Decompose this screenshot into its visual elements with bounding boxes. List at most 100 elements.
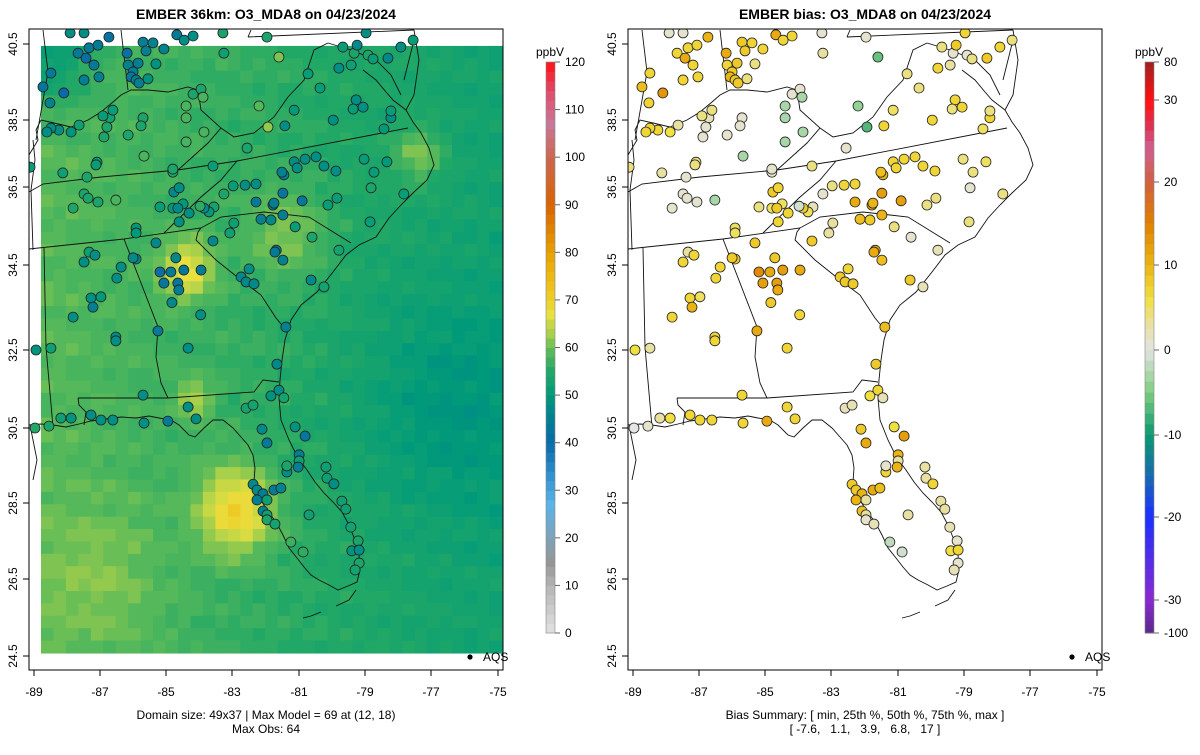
obs-site-marker <box>180 136 192 148</box>
grid-cell <box>489 615 503 629</box>
grid-cell <box>414 417 428 431</box>
grid-cell <box>290 268 304 282</box>
grid-cell <box>427 590 441 604</box>
bias-site-marker <box>898 430 910 442</box>
grid-cell <box>452 219 466 233</box>
obs-site-marker <box>173 182 185 194</box>
grid-cell <box>53 491 67 505</box>
grid-cell <box>240 368 254 381</box>
obs-site-marker <box>103 31 115 43</box>
grid-cell <box>178 244 192 258</box>
grid-cell <box>464 553 478 567</box>
grid-cell <box>90 120 104 134</box>
grid-cell <box>190 182 204 196</box>
grid-cell <box>277 578 291 592</box>
grid-cell <box>339 380 354 394</box>
grid-cell <box>452 95 466 109</box>
grid-cell <box>377 380 391 394</box>
grid-cell <box>78 330 92 344</box>
grid-cell <box>352 120 366 134</box>
grid-cell <box>315 120 329 134</box>
grid-cell <box>128 330 142 344</box>
bias-site-marker <box>726 252 738 264</box>
grid-cell <box>78 529 92 543</box>
grid-cell <box>190 244 204 258</box>
grid-cell <box>190 45 204 59</box>
grid-cell <box>140 467 154 481</box>
grid-cell <box>414 157 428 171</box>
grid-cell <box>327 306 341 320</box>
grid-cell <box>352 615 366 629</box>
obs-site-marker <box>122 129 134 141</box>
grid-cell <box>240 132 254 146</box>
obs-site-marker <box>345 521 357 533</box>
obs-site-marker <box>64 29 76 39</box>
grid-cell <box>165 566 179 580</box>
grid-cell <box>90 380 104 394</box>
grid-cell <box>190 330 204 344</box>
bias-site-marker <box>684 409 696 421</box>
grid-cell <box>40 281 55 295</box>
obs-site-marker <box>158 43 170 55</box>
colorbar-segment <box>1145 413 1154 425</box>
grid-cell <box>464 628 478 642</box>
grid-cell <box>389 355 403 369</box>
obs-site-marker <box>269 246 281 258</box>
colorbar-segment <box>546 223 555 234</box>
grid-cell <box>215 132 229 146</box>
obs-site-marker <box>250 178 262 190</box>
grid-cell <box>364 590 378 604</box>
colorbar-tick-label: -30 <box>1164 593 1182 607</box>
grid-cell <box>240 70 254 84</box>
obs-site-marker <box>152 325 164 337</box>
grid-cell <box>140 603 154 617</box>
grid-cell <box>477 454 491 468</box>
grid-cell <box>452 256 466 270</box>
grid-cell <box>115 219 129 233</box>
grid-cell <box>327 529 341 543</box>
bias-site-marker <box>878 120 890 132</box>
grid-cell <box>402 504 416 518</box>
colorbar-segment <box>1145 265 1154 277</box>
grid-cell <box>190 368 204 381</box>
obs-site-marker <box>133 77 145 89</box>
grid-cell <box>389 442 403 456</box>
grid-cell <box>315 169 329 183</box>
bias-site-marker <box>781 342 793 354</box>
grid-cell <box>290 293 304 307</box>
grid-cell <box>140 553 154 567</box>
colorbar-segment <box>1145 171 1154 183</box>
grid-cell <box>90 603 104 617</box>
bias-site-marker <box>895 195 907 207</box>
grid-cell <box>65 231 79 245</box>
grid-cell <box>477 355 491 369</box>
grid-cell <box>128 442 142 456</box>
grid-cell <box>190 590 204 604</box>
grid-cell <box>302 182 316 196</box>
grid-cell <box>78 132 92 146</box>
grid-cell <box>252 355 266 369</box>
obs-site-marker <box>207 160 219 172</box>
grid-cell <box>402 145 416 159</box>
grid-cell <box>352 429 366 443</box>
grid-cell <box>339 615 354 629</box>
x-tick-label: -81 <box>290 685 308 699</box>
bias-site-marker <box>709 335 721 347</box>
colorbar-segment <box>546 128 555 139</box>
grid-cell <box>290 231 304 245</box>
grid-cell <box>452 516 466 530</box>
bias-site-marker <box>689 159 701 171</box>
grid-cell <box>153 529 167 543</box>
grid-cell <box>339 145 354 159</box>
grid-cell <box>252 615 266 629</box>
bias-site-marker <box>890 162 902 174</box>
grid-cell <box>464 45 478 59</box>
grid-cell <box>227 442 241 456</box>
grid-cell <box>202 281 216 295</box>
grid-cell <box>252 306 266 320</box>
bias-site-marker <box>779 136 791 148</box>
obs-site-marker <box>65 412 77 424</box>
grid-cell <box>115 553 129 567</box>
grid-cell <box>65 268 79 282</box>
